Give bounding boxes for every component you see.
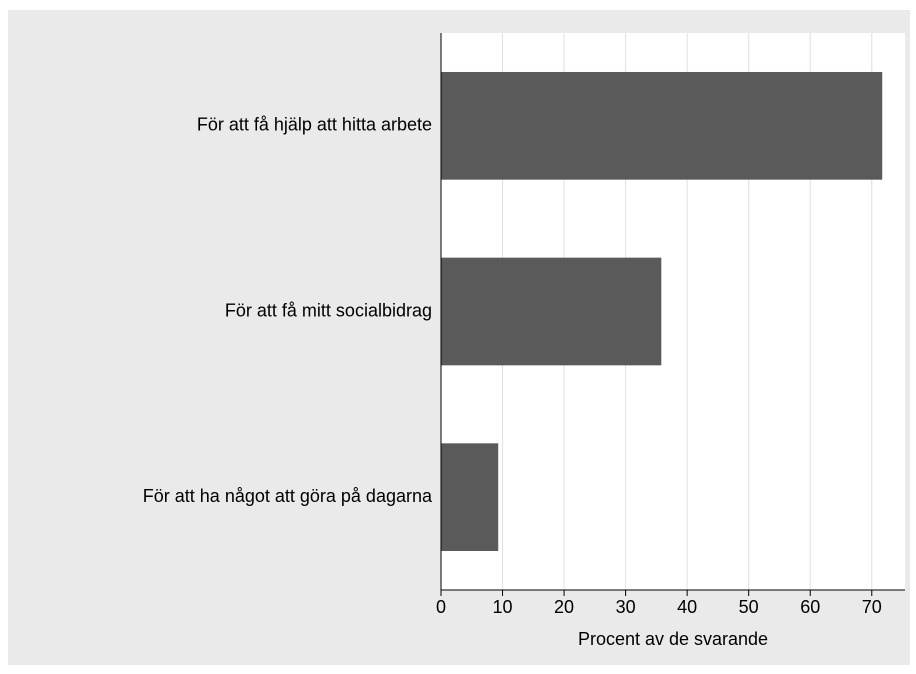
x-tick-label: 70 [862, 597, 882, 617]
y-tick-label: För att få hjälp att hitta arbete [197, 115, 432, 135]
y-tick-label: För att ha något att göra på dagarna [143, 486, 433, 506]
x-tick-label: 30 [616, 597, 636, 617]
y-tick-label: För att få mitt socialbidrag [225, 300, 432, 320]
x-tick-label: 50 [739, 597, 759, 617]
x-tick-label: 20 [554, 597, 574, 617]
x-tick-label: 60 [800, 597, 820, 617]
bar [441, 71, 883, 180]
bar [441, 257, 662, 366]
x-tick-label: 0 [436, 597, 446, 617]
bar [441, 443, 499, 552]
x-axis-title: Procent av de svarande [578, 629, 768, 649]
x-tick-label: 40 [677, 597, 697, 617]
x-tick-label: 10 [493, 597, 513, 617]
